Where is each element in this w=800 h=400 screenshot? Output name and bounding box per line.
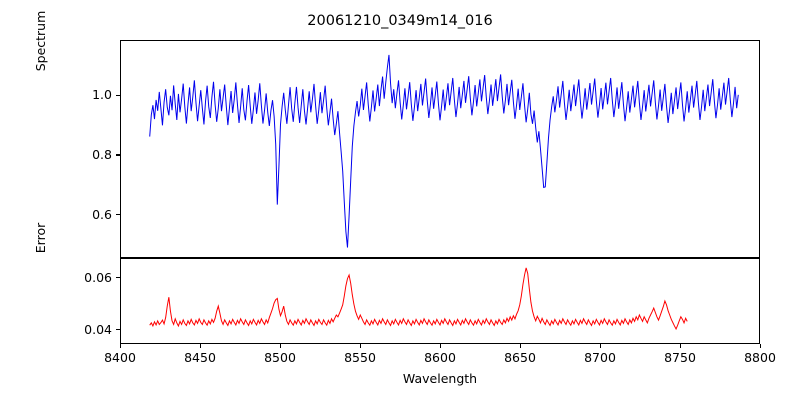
- error-y-tick-label: 0.06: [84, 269, 112, 285]
- x-tick-label: 8550: [344, 350, 376, 365]
- spectrum-y-tick-mark: [116, 94, 120, 96]
- page-title: 20061210_0349m14_016: [307, 13, 493, 29]
- x-tick-label: 8500: [264, 350, 296, 365]
- x-tick-label: 8650: [504, 350, 536, 365]
- x-tick-label: 8600: [424, 350, 456, 365]
- x-tick-mark: [519, 344, 521, 348]
- x-tick-mark: [199, 344, 201, 348]
- x-tick-mark: [279, 344, 281, 348]
- x-tick-mark: [359, 344, 361, 348]
- x-tick-label: 8750: [664, 350, 696, 365]
- spectrum-y-tick-mark: [116, 214, 120, 216]
- error-y-tick-mark: [116, 329, 120, 331]
- error-series-canvas: [121, 259, 759, 343]
- error-data-line: [150, 268, 688, 329]
- x-tick-mark: [759, 344, 761, 348]
- error-y-tick-mark: [116, 277, 120, 279]
- x-tick-label: 8800: [744, 350, 776, 365]
- x-axis-label: Wavelength: [402, 371, 478, 386]
- spectrum-y-tick-mark: [116, 154, 120, 156]
- spectrum-y-tick-label: 0.6: [92, 206, 112, 222]
- spectrum-y-tick-label: 0.8: [92, 146, 112, 162]
- error-y-tick-label: 0.04: [84, 321, 112, 337]
- x-tick-label: 8450: [184, 350, 216, 365]
- x-tick-label: 8400: [104, 350, 136, 365]
- x-tick-mark: [679, 344, 681, 348]
- x-tick-mark: [599, 344, 601, 348]
- error-plot-panel: [120, 258, 760, 344]
- spectrum-data-line: [150, 55, 739, 248]
- spectrum-series-canvas: [121, 41, 759, 257]
- spectrum-y-axis-label: Spectrum: [33, 10, 48, 72]
- x-tick-label: 8700: [584, 350, 616, 365]
- x-tick-mark: [439, 344, 441, 348]
- x-tick-mark: [119, 344, 121, 348]
- spectrum-y-tick-label: 1.0: [92, 87, 112, 103]
- spectrum-plot-panel: [120, 40, 760, 258]
